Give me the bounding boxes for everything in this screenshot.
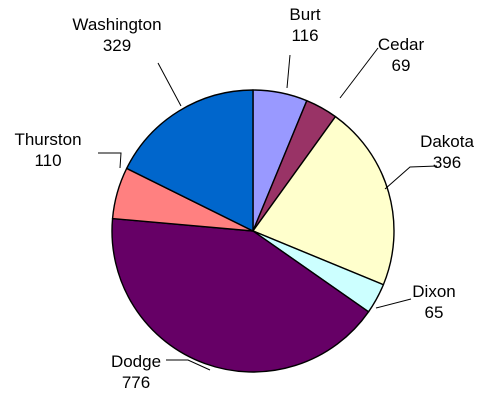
data-label-value-cedar: 69 xyxy=(392,56,411,75)
leader-line-burt xyxy=(286,54,291,89)
leader-line-dixon xyxy=(375,298,412,309)
leader-line-dakota xyxy=(384,165,438,190)
data-label-name-burt: Burt xyxy=(289,5,320,24)
data-label-name-dixon: Dixon xyxy=(412,282,455,301)
pie-slice-dakota xyxy=(252,115,395,286)
data-label-name-thurston: Thurston xyxy=(14,130,81,149)
data-label-value-dodge: 776 xyxy=(122,373,150,392)
data-label-value-dixon: 65 xyxy=(425,303,444,322)
data-labels: Burt 116 Cedar 69 Dakota 396 Dixon 65 Dodge 776 Th… xyxy=(14,5,474,392)
data-label-name-dakota: Dakota xyxy=(420,132,474,151)
leader-line-cedar xyxy=(339,47,379,99)
pie-slice-dodge xyxy=(111,217,370,373)
data-label-value-dakota: 396 xyxy=(433,153,461,172)
leader-lines xyxy=(98,47,438,371)
leader-line-thurston xyxy=(98,152,122,169)
leader-line-washington xyxy=(157,62,182,107)
data-label-name-cedar: Cedar xyxy=(378,35,425,54)
data-label-value-burt: 116 xyxy=(291,26,318,45)
pie-slice-washington xyxy=(125,89,254,232)
leader-line-dodge xyxy=(166,359,211,371)
pie-slices xyxy=(111,89,395,373)
data-label-value-washington: 329 xyxy=(103,36,131,55)
data-label-name-washington: Washington xyxy=(72,15,161,34)
data-label-value-thurston: 110 xyxy=(34,151,61,170)
data-label-name-dodge: Dodge xyxy=(111,352,161,371)
